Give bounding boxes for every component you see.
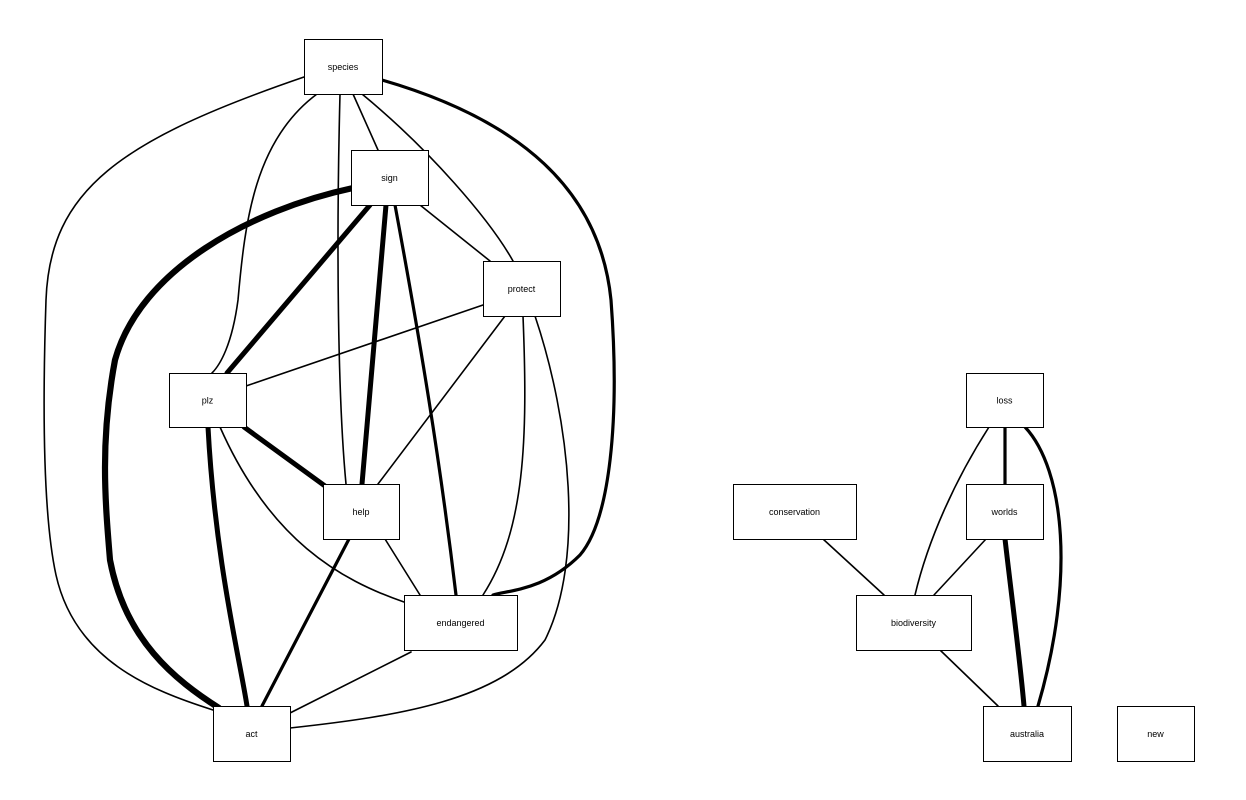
node-label-conservation: conservation: [769, 507, 820, 517]
edge-plz-help: [241, 424, 328, 489]
edge-plz-endangered: [219, 426, 405, 603]
edge-species-sign: [352, 93, 379, 151]
node-box-sign: [351, 150, 429, 206]
edge-species-endangered: [380, 78, 616, 597]
node-label-species: species: [328, 62, 359, 72]
node-label-loss: loss: [996, 395, 1013, 405]
node-box-biodiversity: [856, 595, 972, 651]
node-label-plz: plz: [202, 395, 214, 405]
node-box-species: [304, 39, 383, 95]
node-australia: australia: [983, 706, 1072, 762]
node-label-protect: protect: [508, 284, 536, 294]
edge-species-help: [337, 93, 347, 485]
node-new: new: [1117, 706, 1195, 762]
node-plz: plz: [169, 373, 247, 428]
node-label-biodiversity: biodiversity: [891, 618, 937, 628]
node-act: act: [213, 706, 291, 762]
edge-protect-help: [377, 315, 506, 485]
edge-protect-act: [289, 315, 570, 729]
node-box-loss: [966, 373, 1044, 428]
node-loss: loss: [966, 373, 1044, 428]
node-box-australia: [983, 706, 1072, 762]
edge-worlds-australia: [1002, 536, 1027, 709]
node-label-help: help: [352, 507, 369, 517]
node-box-worlds: [966, 484, 1044, 540]
node-protect: protect: [483, 261, 561, 317]
edge-protect-plz: [245, 304, 484, 387]
node-sign: sign: [351, 150, 429, 206]
node-worlds: worlds: [966, 484, 1044, 540]
edge-help-endangered: [384, 538, 421, 596]
edge-protect-endangered: [482, 315, 526, 596]
node-label-australia: australia: [1010, 729, 1044, 739]
node-species: species: [304, 39, 383, 95]
edge-species-plz: [211, 93, 318, 374]
edges-layer: [43, 76, 1063, 729]
node-label-new: new: [1147, 729, 1164, 739]
edge-species-act: [43, 76, 305, 711]
node-box-endangered: [404, 595, 518, 651]
node-box-new: [1117, 706, 1195, 762]
edge-sign-plz: [224, 202, 373, 376]
edge-species-protect: [361, 93, 514, 262]
edge-sign-protect: [419, 204, 491, 262]
edge-loss-biodiversity: [914, 426, 990, 596]
edge-sign-help: [359, 202, 389, 487]
node-label-sign: sign: [381, 173, 398, 183]
node-endangered: endangered: [404, 595, 518, 651]
edge-conservation-biodiversity: [822, 538, 885, 596]
edge-loss-australia: [1023, 425, 1063, 708]
node-box-act: [213, 706, 291, 762]
edge-worlds-biodiversity: [933, 538, 987, 596]
nodes-layer: species sign protect plz help endangered act lo…: [169, 39, 1195, 762]
node-box-help: [323, 484, 400, 540]
edge-sign-endangered: [393, 203, 458, 597]
node-box-plz: [169, 373, 247, 428]
edge-biodiversity-australia: [939, 649, 999, 707]
node-help: help: [323, 484, 400, 540]
node-biodiversity: biodiversity: [856, 595, 972, 651]
node-label-worlds: worlds: [990, 507, 1018, 517]
node-box-conservation: [733, 484, 857, 540]
node-box-protect: [483, 261, 561, 317]
edge-plz-act: [205, 424, 250, 709]
edge-sign-act: [101, 184, 357, 712]
node-label-endangered: endangered: [436, 618, 484, 628]
node-label-act: act: [245, 729, 258, 739]
edge-help-act: [260, 537, 351, 708]
edge-endangered-act: [289, 651, 412, 714]
node-conservation: conservation: [733, 484, 857, 540]
